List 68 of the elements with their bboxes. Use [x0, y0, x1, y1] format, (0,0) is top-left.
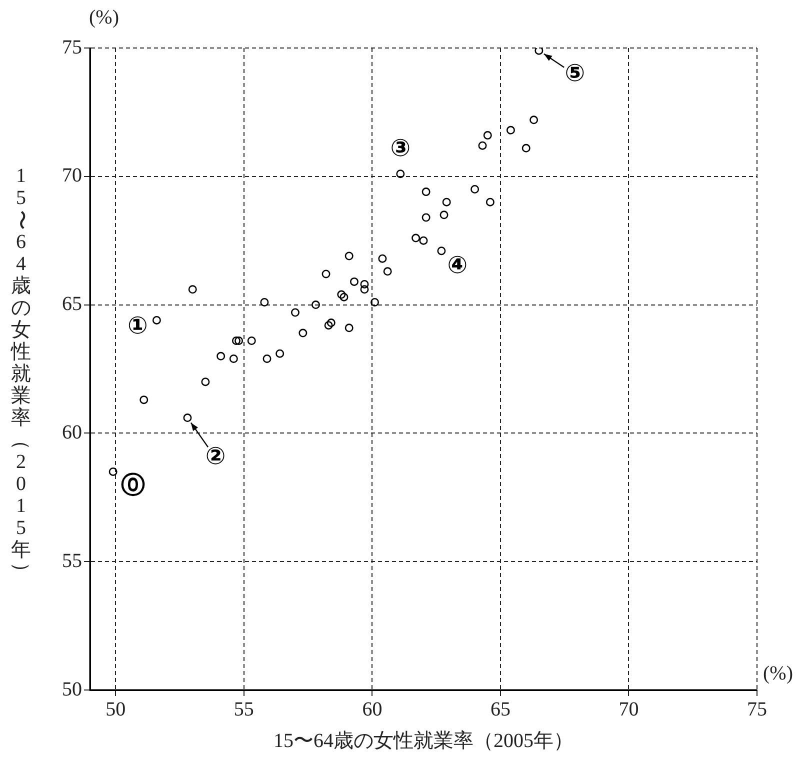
point — [140, 396, 148, 404]
y-tick-label: 60 — [62, 421, 82, 444]
point — [350, 277, 358, 286]
annotation: ② — [205, 442, 226, 470]
point — [152, 316, 161, 324]
point — [337, 290, 346, 299]
point — [108, 467, 118, 476]
point — [442, 198, 451, 206]
text: 15〜64歳の女性就業率（2015年） — [10, 165, 32, 582]
x-tick-label: 60 — [362, 698, 382, 720]
point — [470, 184, 480, 194]
point — [534, 48, 544, 55]
point — [312, 300, 320, 310]
x-tick-label: 75 — [747, 698, 767, 720]
point — [232, 336, 240, 345]
point — [340, 292, 348, 302]
point — [478, 141, 487, 150]
point — [344, 252, 354, 260]
y-tick-label: 50 — [62, 678, 82, 700]
annotation: ⑤ — [564, 58, 586, 87]
point — [234, 336, 244, 345]
y-tick-label: 70 — [62, 164, 82, 187]
point — [229, 354, 238, 363]
x-tick-label: 65 — [490, 698, 510, 720]
point — [378, 254, 387, 263]
point — [262, 354, 272, 363]
point — [188, 285, 197, 294]
point — [486, 198, 494, 206]
point — [422, 188, 430, 196]
point — [201, 378, 210, 386]
point — [360, 285, 369, 294]
y-tick-label: 55 — [62, 550, 82, 572]
point — [370, 298, 380, 306]
point — [506, 126, 515, 134]
annotation: ⓪ — [121, 470, 146, 499]
point — [412, 234, 420, 242]
y-tick-label: 65 — [62, 293, 82, 316]
annotation: ③ — [390, 134, 411, 162]
point — [396, 170, 405, 178]
point — [437, 246, 446, 256]
point — [290, 308, 300, 317]
annotation: ④ — [447, 251, 468, 280]
y-tick-label: 75 — [62, 36, 82, 58]
point — [298, 328, 308, 338]
text: (%) — [763, 662, 793, 684]
point — [344, 324, 354, 332]
x-tick-label: 70 — [618, 698, 639, 720]
point — [440, 210, 448, 220]
text: (%) — [89, 6, 119, 28]
point — [322, 270, 330, 278]
point — [422, 213, 430, 222]
x-tick-label: 55 — [234, 698, 254, 720]
point — [276, 349, 284, 358]
point — [383, 267, 392, 276]
annotation: ① — [128, 311, 148, 340]
point — [216, 352, 226, 360]
point — [419, 236, 428, 245]
point — [522, 144, 530, 152]
point — [530, 116, 538, 124]
point — [483, 131, 492, 140]
point — [260, 298, 269, 306]
point — [183, 414, 192, 422]
x-axis-title: 15〜64歳の女性就業率（2005年） — [272, 729, 574, 754]
point — [360, 280, 369, 289]
point — [247, 336, 256, 345]
x-tick-label: 50 — [106, 698, 126, 720]
point — [326, 318, 336, 328]
point — [324, 321, 333, 330]
